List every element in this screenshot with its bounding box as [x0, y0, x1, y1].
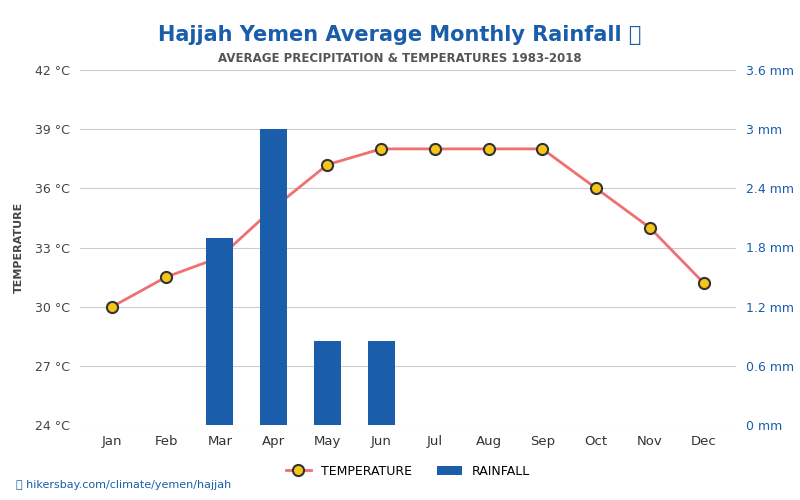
Bar [260, 129, 287, 425]
Y-axis label: TEMPERATURE: TEMPERATURE [14, 202, 24, 293]
TEMPERATURE [162, 274, 171, 280]
Text: AVERAGE PRECIPITATION & TEMPERATURES 1983-2018: AVERAGE PRECIPITATION & TEMPERATURES 198… [218, 52, 582, 66]
Bar [206, 238, 234, 425]
TEMPERATURE [322, 162, 332, 168]
TEMPERATURE [376, 146, 386, 152]
TEMPERATURE [645, 225, 654, 231]
Bar [368, 341, 394, 425]
TEMPERATURE [107, 304, 117, 310]
TEMPERATURE [430, 146, 440, 152]
TEMPERATURE [538, 146, 547, 152]
Line: TEMPERATURE: TEMPERATURE [106, 144, 710, 312]
Bar [314, 341, 341, 425]
TEMPERATURE [484, 146, 494, 152]
TEMPERATURE [269, 205, 278, 211]
TEMPERATURE [591, 186, 601, 192]
TEMPERATURE [215, 254, 225, 260]
Text: Hajjah Yemen Average Monthly Rainfall 🌧: Hajjah Yemen Average Monthly Rainfall 🌧 [158, 25, 642, 45]
TEMPERATURE [699, 280, 709, 286]
Text: 🔴 hikersbay.com/climate/yemen/hajjah: 🔴 hikersbay.com/climate/yemen/hajjah [16, 480, 231, 490]
Legend: TEMPERATURE, RAINFALL: TEMPERATURE, RAINFALL [281, 460, 535, 482]
